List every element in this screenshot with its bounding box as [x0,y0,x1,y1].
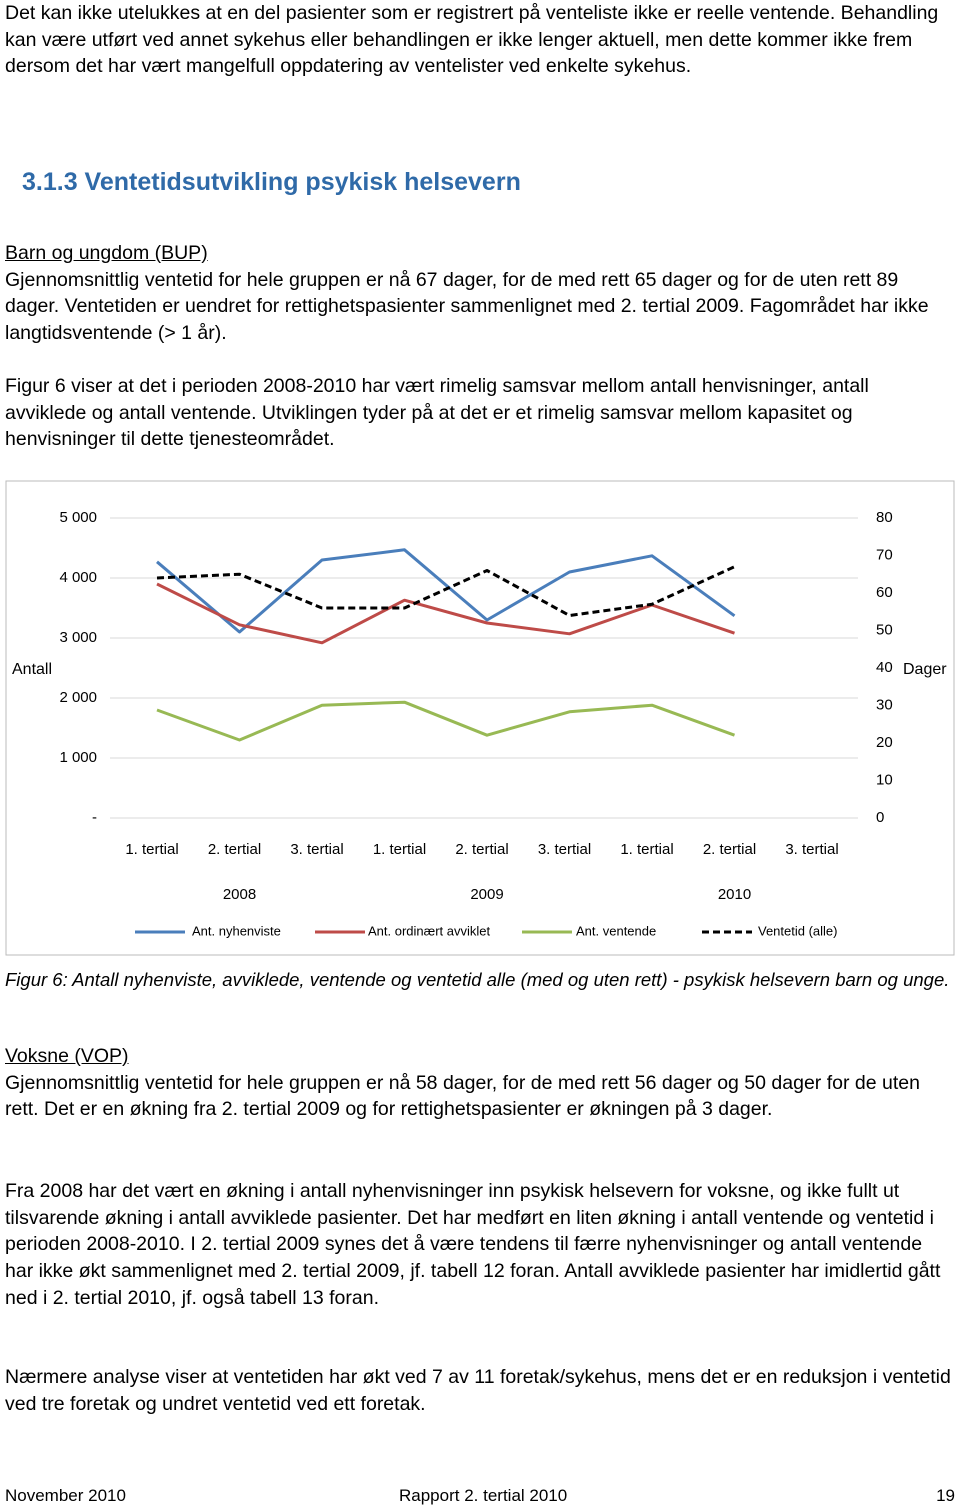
chart: - 1 000 2 000 3 000 4 000 5 000 0 10 20 30 40 50 60 7… [5,480,955,956]
y2-tick-label: 40 [876,659,893,676]
x-tick-label: 3. tertial [538,841,591,858]
subheading: Barn og ungdom (BUP) [5,242,208,264]
legend-label: Ant. ventende [576,923,656,938]
x-tick-label: 3. tertial [290,841,343,858]
series-line [156,700,736,742]
x-group-label: 2009 [470,886,503,903]
caption-text: Figur 6: Antall nyhenviste, avviklede, v… [5,969,950,990]
y2-axis-label: Dager [903,661,947,678]
paragraph: Nærmere analyse viser at ventetiden har … [5,1366,951,1415]
x-tick-label: 2. tertial [208,841,261,858]
bup-section: Barn og ungdom (BUP) Gjennomsnittlig ven… [5,240,955,347]
footer-right: 19 [936,1486,955,1505]
y-axis-label: Antall [12,661,52,678]
subheading: Voksne (VOP) [5,1045,129,1067]
paragraph: Figur 6 viser at det i perioden 2008-201… [5,375,869,451]
heading: 3.1.3 Ventetidsutvikling psykisk helseve… [22,168,521,196]
y2-tick-label: 20 [876,734,893,751]
y2-tick-label: 50 [876,621,893,638]
x-tick-label: 3. tertial [785,841,838,858]
x-group-label: 2010 [718,886,751,903]
y2-tick-label: 10 [876,771,893,788]
paragraph: Gjennomsnittlig ventetid for hele gruppe… [5,1071,920,1121]
caption: Figur 6: Antall nyhenviste, avviklede, v… [5,967,955,993]
x-group-label: 2008 [223,886,256,903]
x-tick-label: 2. tertial [455,841,508,858]
paragraph: Gjennomsnittlig ventetid for hele gruppe… [5,268,929,345]
series-line [156,548,736,634]
y-tick-label: 4 000 [59,569,97,586]
y2-tick-label: 80 [876,509,893,526]
y-tick-label: 5 000 [59,509,97,526]
x-tick-label: 2. tertial [703,841,756,858]
vop-text: Nærmere analyse viser at ventetiden har … [5,1364,955,1417]
paragraph: Fra 2008 har det vært en økning i antall… [5,1180,941,1309]
y-tick-label: 3 000 [59,629,97,646]
chart-frame [5,480,955,956]
footer-left: November 2010 [5,1486,126,1505]
y2-tick-label: 60 [876,584,893,601]
x-tick-label: 1. tertial [373,841,426,858]
series-line [156,582,735,645]
y-tick-label: - [92,809,97,826]
x-tick-label: 1. tertial [620,841,673,858]
legend-label: Ventetid (alle) [758,923,838,938]
y2-tick-label: 0 [876,809,884,826]
bup-figure-text: Figur 6 viser at det i perioden 2008-201… [5,373,955,453]
y-tick-label: 1 000 [59,749,97,766]
series-line [156,565,736,617]
intro: Det kan ikke utelukkes at en del pasient… [5,0,955,80]
y2-tick-label: 70 [876,546,893,563]
legend-label: Ant. ordinært avviklet [368,923,490,938]
y-tick-label: 2 000 [59,689,97,706]
x-tick-label: 1. tertial [125,841,178,858]
footer-center: Rapport 2. tertial 2010 [399,1486,568,1505]
vop-text: Fra 2008 har det vært en økning i antall… [5,1178,955,1312]
vop-section: Voksne (VOP) Gjennomsnittlig ventetid fo… [5,1043,955,1123]
legend-label: Ant. nyhenviste [192,923,281,938]
paragraph: Det kan ikke utelukkes at en del pasient… [5,2,939,78]
y2-tick-label: 30 [876,696,893,713]
